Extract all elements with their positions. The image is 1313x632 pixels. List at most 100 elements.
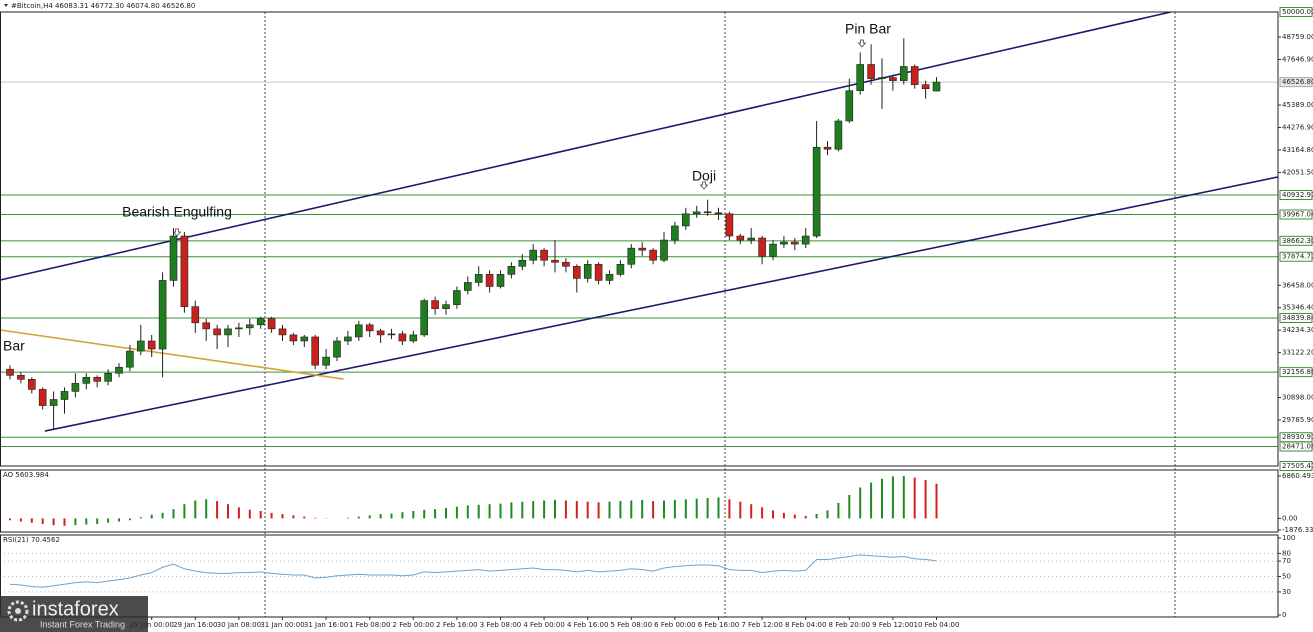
- annotation-arrow: [857, 39, 867, 48]
- y-tick-label: 36458.00: [1282, 281, 1313, 289]
- candle-body: [801, 235, 810, 245]
- candle-body: [638, 247, 647, 251]
- level-label: 40932.97: [1282, 191, 1313, 199]
- level-label: 50000.00: [1282, 8, 1313, 16]
- candle-body: [485, 274, 494, 287]
- level-label-box: [1279, 189, 1313, 200]
- menu-triangle: [4, 4, 8, 7]
- y-tick-label: -1876.336: [1282, 526, 1313, 534]
- candle-body: [431, 300, 439, 309]
- trend-line: [44, 176, 1278, 432]
- candle-body: [671, 225, 679, 241]
- candle-body: [790, 241, 799, 245]
- panel-border: [0, 11, 1279, 467]
- y-tick-label: 6860.493: [1282, 472, 1313, 480]
- candle-body: [147, 340, 156, 350]
- x-tick-label: 31 Jan 16:00: [304, 621, 348, 629]
- x-tick-label: 4 Feb 00:00: [523, 621, 564, 629]
- candle-body: [921, 84, 930, 89]
- level-label-box: [1279, 7, 1313, 17]
- candle-body: [474, 274, 483, 283]
- y-tick-label: 30898.00: [1282, 394, 1313, 402]
- candle-body: [376, 330, 385, 336]
- watermark-name: instaforex: [32, 598, 119, 620]
- panel-border: [0, 534, 1279, 618]
- x-tick-label: 6 Feb 16:00: [698, 621, 739, 629]
- y-tick-label: 42051.50: [1282, 168, 1313, 176]
- x-tick-label: 2 Feb 16:00: [436, 621, 477, 629]
- candle-body: [507, 266, 516, 275]
- price-plot: [0, 12, 1278, 466]
- candle-body: [169, 235, 178, 281]
- level-label-box: [1279, 209, 1313, 220]
- y-tick-label: 29785.90: [1282, 416, 1313, 424]
- candle-body: [823, 146, 832, 150]
- candle-body: [627, 247, 636, 265]
- candle-body: [115, 366, 123, 374]
- candle-body: [137, 340, 145, 352]
- level-label-box: [1279, 367, 1313, 378]
- x-tick-label: 9 Feb 12:00: [872, 621, 913, 629]
- level-label: 39967.04: [1282, 210, 1313, 218]
- candle-body: [572, 266, 581, 279]
- y-tick-label: 70: [1282, 557, 1291, 565]
- candle-body: [692, 211, 701, 215]
- candle-body: [736, 235, 745, 241]
- y-tick-label: 0.00: [1282, 514, 1298, 522]
- candle-body: [158, 280, 167, 350]
- watermark-logo-core: [15, 608, 21, 614]
- candle-body: [420, 300, 429, 336]
- x-tick-label: 7 Feb 12:00: [741, 621, 782, 629]
- candle-body: [354, 324, 363, 338]
- indicator-title: RSI(21) 70.4562: [3, 536, 60, 544]
- x-tick-label: 30 Jan 08:00: [217, 621, 261, 629]
- x-tick-label: 1 Feb 08:00: [349, 621, 390, 629]
- x-tick-label: 31 Jan 00:00: [260, 621, 304, 629]
- candle-body: [649, 249, 657, 261]
- candle-body: [442, 304, 450, 309]
- candle-body: [224, 328, 232, 336]
- y-tick-label: 80: [1282, 549, 1291, 557]
- candle-body: [932, 81, 941, 92]
- y-tick-label: 30: [1282, 588, 1291, 596]
- candle-body: [594, 263, 603, 281]
- level-label-box: [1279, 441, 1313, 452]
- y-tick-label: 100: [1282, 534, 1295, 542]
- period-separators: [264, 12, 1176, 617]
- candle-body: [899, 66, 908, 81]
- y-tick-label: 43164.80: [1282, 146, 1313, 154]
- candle-body: [365, 324, 374, 332]
- candle-body: [714, 212, 723, 215]
- candle-body: [780, 241, 788, 245]
- rsi-line: [9, 554, 937, 588]
- candle-body: [191, 306, 200, 324]
- y-tick-label: 33122.20: [1282, 349, 1313, 357]
- annotation: Doji: [692, 168, 716, 184]
- candle-body: [812, 146, 821, 237]
- candle-body: [453, 290, 461, 305]
- candle-body: [333, 340, 341, 358]
- candle-body: [93, 377, 101, 382]
- candle-body: [562, 261, 570, 267]
- candle-body: [834, 120, 843, 150]
- candle-body: [311, 336, 320, 366]
- candle-body: [213, 328, 221, 336]
- level-label-box: [1279, 251, 1313, 262]
- y-tick-label: 0: [1282, 611, 1286, 619]
- x-tick-label: 29 Jan 16:00: [173, 621, 217, 629]
- candle-body: [300, 336, 309, 342]
- candle-body: [71, 383, 80, 392]
- candle-body: [17, 374, 25, 380]
- candle-body: [256, 318, 265, 326]
- candle-body: [856, 64, 865, 92]
- level-label: 27505.41: [1282, 462, 1313, 470]
- y-tick-label: 35346.40: [1282, 304, 1313, 312]
- x-tick-label: 5 Feb 08:00: [611, 621, 652, 629]
- annotation-arrow: [699, 181, 709, 190]
- candle-body: [398, 333, 407, 342]
- level-label: 28471.08: [1282, 443, 1313, 451]
- candle-body: [889, 77, 897, 81]
- y-tick-label: 44276.90: [1282, 124, 1313, 132]
- candle-body: [38, 389, 47, 406]
